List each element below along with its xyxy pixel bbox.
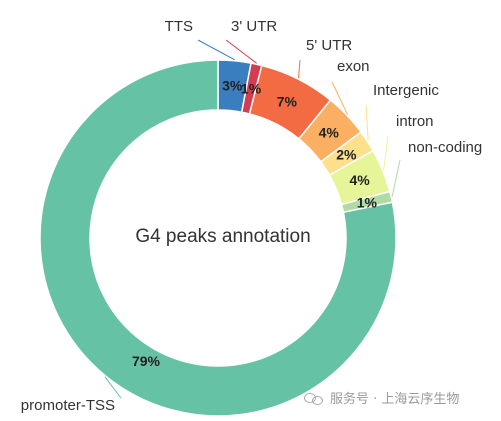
category-label-non-coding: non-coding (408, 139, 482, 156)
wechat-icon (304, 391, 324, 405)
category-label-intergenic: Intergenic (373, 82, 439, 99)
category-label-exon: exon (337, 58, 370, 75)
leader-line-intergenic (365, 104, 369, 141)
category-label-3-utr: 3' UTR (231, 18, 277, 35)
leader-line-promoter-tss (104, 376, 122, 399)
value-label-intergenic: 2% (336, 147, 357, 163)
watermark: 服务号 · 上海云序生物 (304, 388, 459, 407)
leader-line-tts (197, 39, 235, 61)
leader-line-exon (331, 81, 348, 115)
leader-line-non-coding (391, 159, 401, 197)
slice-promoter-tss (39, 59, 397, 417)
chart-center-title: G4 peaks annotation (135, 226, 310, 247)
leader-line-intron (383, 135, 389, 171)
value-labels: 3%1%7%4%2%4%1%79% (132, 78, 378, 369)
watermark-text: 服务号 · 上海云序生物 (330, 392, 460, 407)
leader-line-5-utr (298, 59, 301, 79)
value-label-3-utr: 1% (241, 81, 262, 97)
category-label-tts: TTS (165, 18, 193, 35)
value-label-tts: 3% (222, 78, 243, 94)
category-label-promoter-tss: promoter-TSS (21, 397, 115, 414)
value-label-5-utr: 7% (277, 93, 298, 109)
leader-lines (104, 39, 401, 399)
value-label-promoter-tss: 79% (132, 353, 161, 369)
category-label-intron: intron (396, 113, 434, 130)
value-label-non-coding: 1% (357, 195, 378, 211)
value-label-intron: 4% (349, 172, 370, 188)
category-label-5-utr: 5' UTR (306, 37, 352, 54)
donut-slices (39, 59, 397, 417)
value-label-exon: 4% (319, 124, 340, 140)
leader-line-3-utr (225, 39, 257, 64)
